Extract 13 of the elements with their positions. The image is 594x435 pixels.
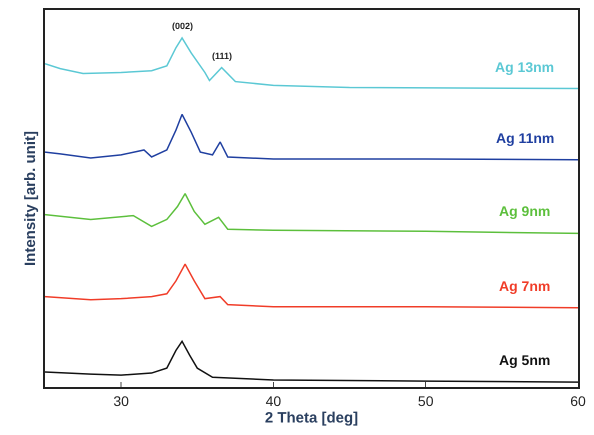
y-axis-title: Intensity [arb. unit] [22, 130, 39, 266]
annotation: (002) [172, 21, 194, 31]
x-tick-label: 30 [113, 392, 130, 409]
series-label: Ag 5nm [499, 352, 550, 368]
series-label: Ag 11nm [496, 130, 554, 146]
x-tick-label: 50 [418, 392, 434, 409]
series-label: Ag 9nm [499, 203, 550, 219]
x-tick-label: 60 [570, 392, 586, 409]
x-axis-title: 2 Theta [deg] [264, 409, 358, 426]
x-tick-label: 40 [266, 392, 282, 409]
series-label: Ag 13nm [495, 59, 554, 75]
annotation: (111) [212, 51, 232, 61]
series-label: Ag 7nm [499, 278, 550, 294]
